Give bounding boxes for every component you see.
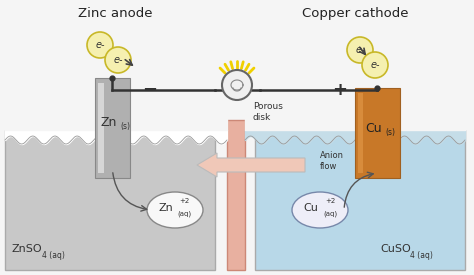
Text: 4 (aq): 4 (aq) [42, 252, 65, 260]
Text: 4 (aq): 4 (aq) [410, 252, 433, 260]
Text: Zinc anode: Zinc anode [78, 7, 152, 20]
Text: (aq): (aq) [177, 211, 191, 217]
Bar [5, 130, 215, 270]
Text: Zn: Zn [158, 203, 173, 213]
Text: Cu: Cu [365, 122, 382, 135]
Circle shape [222, 70, 252, 100]
Text: (s): (s) [120, 122, 130, 131]
Ellipse shape [147, 192, 203, 228]
Text: Porous
disk: Porous disk [253, 102, 283, 122]
Text: Copper cathode: Copper cathode [302, 7, 408, 20]
Circle shape [87, 32, 113, 58]
Ellipse shape [292, 192, 348, 228]
Bar [227, 120, 245, 270]
Circle shape [105, 47, 131, 73]
FancyArrow shape [197, 153, 305, 177]
Text: Cu: Cu [303, 203, 318, 213]
Text: ZnSO: ZnSO [12, 244, 43, 254]
Bar [98, 83, 104, 173]
FancyBboxPatch shape [95, 78, 130, 178]
Bar [255, 130, 465, 270]
Text: +: + [332, 81, 347, 99]
Text: e-: e- [370, 60, 380, 70]
Text: e-: e- [355, 45, 365, 55]
Text: Zn: Zn [100, 117, 117, 130]
Circle shape [347, 37, 373, 63]
Text: −: − [143, 81, 157, 99]
Bar [358, 93, 363, 173]
Text: (s): (s) [385, 128, 395, 137]
Text: +2: +2 [179, 198, 189, 204]
Text: CuSO: CuSO [380, 244, 411, 254]
Circle shape [362, 52, 388, 78]
Text: e-: e- [95, 40, 105, 50]
Text: +2: +2 [325, 198, 335, 204]
Text: (aq): (aq) [323, 211, 337, 217]
Text: Anion
flow: Anion flow [320, 151, 344, 171]
Text: e-: e- [113, 55, 123, 65]
FancyBboxPatch shape [355, 88, 400, 178]
